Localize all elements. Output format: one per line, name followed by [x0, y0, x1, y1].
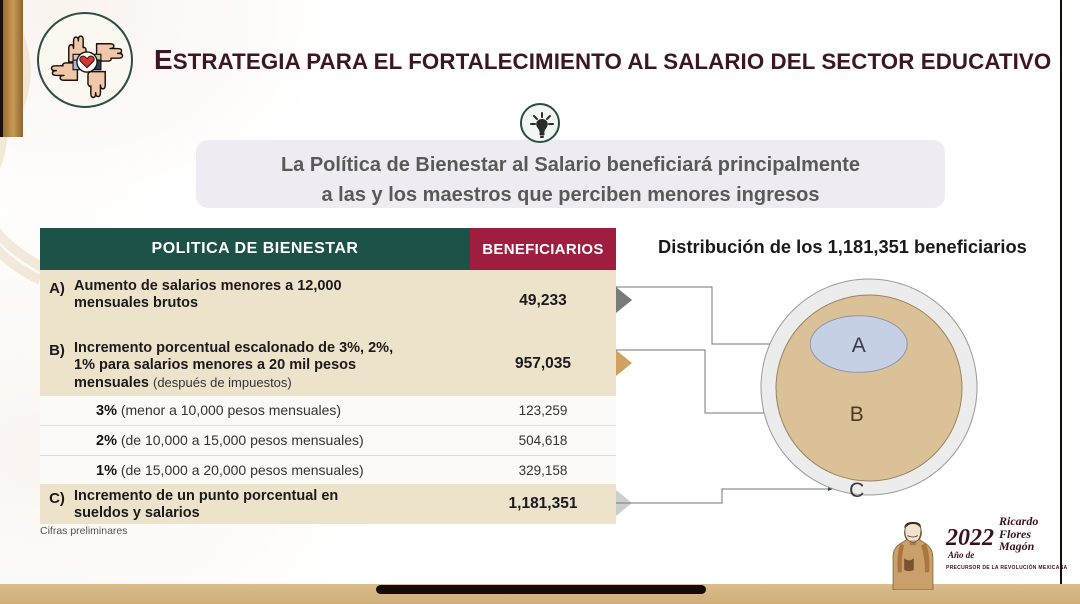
- svg-text:A: A: [852, 334, 866, 357]
- svg-text:C: C: [849, 479, 864, 502]
- svg-text:B: B: [850, 403, 864, 426]
